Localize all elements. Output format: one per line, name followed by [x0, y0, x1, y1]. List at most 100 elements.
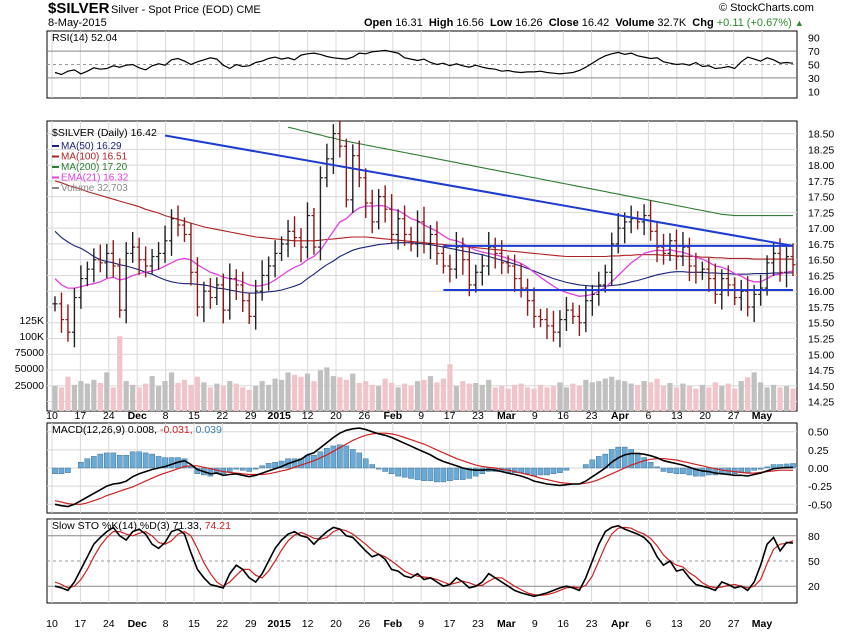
x-label-bottom: 22 [217, 618, 229, 630]
price-legend-item: MA(100) 16.51 [61, 152, 128, 163]
macd-histogram-bar [58, 467, 65, 475]
macd-histogram-bar [97, 453, 104, 469]
volume-bar [317, 370, 324, 411]
x-label-price: 15 [188, 410, 200, 422]
macd-histogram-bar [531, 467, 537, 477]
volume-bar [486, 379, 492, 411]
macd-histogram-bar [511, 467, 518, 473]
macd-histogram-bar [518, 467, 524, 473]
volume-tick: 50000 [15, 363, 44, 375]
volume-bar [764, 387, 770, 411]
volume-bar [499, 386, 505, 411]
volume-bar [337, 377, 343, 411]
macd-histogram-bar [116, 455, 123, 469]
macd-histogram-bar [673, 467, 680, 475]
macd-histogram-bar [226, 467, 233, 472]
macd-histogram-bar [78, 461, 84, 469]
volume-bar [130, 384, 136, 411]
chg-value: +0.11 (+0.67%) [716, 17, 792, 29]
volume-bar [544, 387, 550, 411]
macd-histogram-bar [239, 467, 246, 471]
volume-bar [589, 382, 595, 411]
volume-bar [570, 383, 576, 411]
macd-histogram-bar [647, 461, 654, 469]
macd-legend-macd: MACD(12,26,9) 0.008, [52, 424, 160, 436]
macd-tick: 0.25 [808, 445, 829, 457]
x-label-bottom: 16 [557, 618, 569, 630]
volume-bar [162, 381, 168, 411]
macd-histogram-bar [369, 464, 376, 469]
x-label-bottom: 17 [75, 618, 87, 630]
volume-bar [311, 381, 317, 411]
rsi-tick: 70 [808, 46, 820, 58]
macd-histogram-bar [693, 467, 699, 477]
volume-bar [233, 383, 239, 411]
macd-histogram-bar [537, 467, 544, 476]
volume-bar [732, 388, 738, 411]
macd-histogram-bar [129, 451, 136, 469]
macd-histogram-bar [660, 467, 667, 472]
volume-bar [389, 382, 395, 411]
x-label-price: Feb [383, 410, 402, 422]
x-label-price: 24 [103, 410, 115, 422]
macd-legend-hist: 0.039 [196, 424, 222, 436]
volume-bar [738, 381, 744, 411]
macd-histogram-bar [466, 467, 473, 479]
macd-histogram-bar [207, 467, 214, 477]
volume-bar [207, 387, 213, 411]
high-value: 16.56 [456, 17, 484, 29]
macd-histogram-bar [252, 467, 259, 470]
price-tick: 14.25 [808, 397, 834, 409]
volume-bar [680, 383, 686, 411]
macd-histogram-bar [628, 449, 634, 469]
x-label-bottom: 23 [586, 618, 598, 630]
macd-histogram-bar [142, 452, 149, 469]
macd-histogram-bar [103, 452, 110, 469]
volume-bar [149, 376, 155, 411]
volume-bar [253, 386, 259, 411]
x-label-price: 6 [645, 410, 651, 422]
volume-bar [246, 389, 252, 411]
volume-bar [343, 379, 349, 411]
volume-bar [460, 381, 466, 411]
volume-bar [725, 383, 731, 411]
volume-bar [421, 379, 427, 411]
price-tick: 16.50 [808, 255, 834, 267]
volume-bar [712, 382, 718, 411]
price-tick: 18.00 [808, 160, 834, 172]
volume-bar [518, 383, 524, 411]
volume-bar [71, 384, 78, 411]
price-legend-item: MA(50) 16.29 [61, 141, 122, 152]
volume-bar [609, 376, 615, 411]
macd-histogram-bar [136, 451, 142, 469]
macd-histogram-bar [181, 458, 188, 469]
volume-bar [143, 383, 149, 411]
x-label-bottom: Mar [497, 618, 516, 630]
volume-bar [635, 384, 641, 411]
volume-bar [719, 386, 725, 411]
volume-bar [298, 376, 304, 411]
macd-histogram-bar [680, 467, 686, 475]
volume-bar [667, 382, 673, 411]
volume-bar [751, 372, 757, 411]
x-label-bottom: 24 [103, 618, 115, 630]
price-legend-item: EMA(21) 16.32 [61, 173, 129, 184]
volume-bar [576, 386, 582, 411]
low-label: Low [490, 17, 513, 29]
volume-bar [363, 381, 369, 411]
macd-histogram-bar [544, 467, 550, 476]
sto-tick: 80 [808, 531, 820, 543]
x-label-price: Dec [128, 410, 147, 422]
volume-bar [673, 387, 680, 411]
macd-histogram-bar [608, 449, 615, 469]
x-label-price: 29 [245, 410, 257, 422]
volume-bar [382, 378, 388, 411]
volume-bar [136, 387, 142, 411]
x-label-bottom: Apr [611, 618, 629, 630]
x-label-bottom: 20 [699, 618, 711, 630]
sto-tick: 50 [808, 556, 820, 568]
macd-histogram-bar [744, 467, 751, 473]
volume-label: Volume [615, 17, 655, 29]
macd-histogram-bar [408, 467, 414, 479]
macd-histogram-bar [265, 463, 272, 469]
